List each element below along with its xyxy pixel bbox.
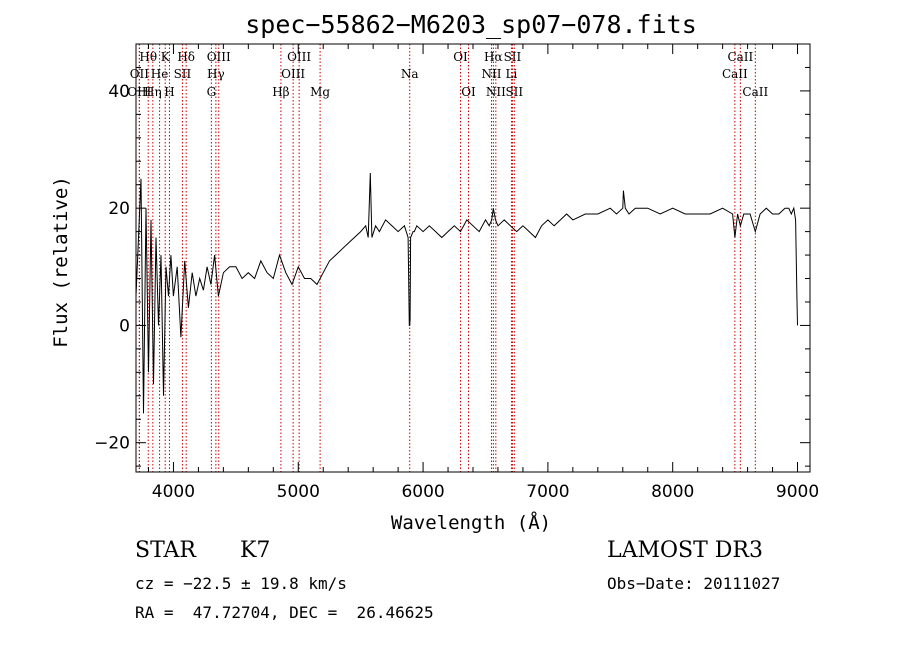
spectral-line-label: Hα	[484, 50, 503, 64]
spectral-line-label: SII	[174, 67, 192, 81]
spectral-line-label: K	[161, 50, 171, 64]
y-tick-label: −20	[94, 434, 130, 454]
spectral-line-label: Hδ	[177, 50, 195, 64]
spectral-line-label: OIII	[207, 50, 231, 64]
y-tick-label: 0	[119, 316, 130, 336]
spectral-line-label: Hη	[144, 85, 162, 99]
spectral-line-label: SII	[504, 50, 522, 64]
observation-date: Obs−Date: 20111027	[607, 574, 781, 593]
spectral-line-label: OIII	[127, 85, 151, 99]
spectral-line-label: G	[207, 85, 217, 99]
x-tick-label: 4000	[152, 482, 195, 502]
x-tick-label: 5000	[277, 482, 320, 502]
spectral-line-label: Na	[401, 67, 419, 81]
spectrum-line	[135, 172, 798, 414]
chart-title: spec−55862−M6203_sp07−078.fits	[245, 10, 697, 39]
spectral-line-label: H	[164, 85, 174, 99]
spectral-line-label: NII	[486, 85, 506, 99]
spectral-line-label: He	[151, 67, 169, 81]
x-tick-label: 8000	[651, 482, 694, 502]
y-tick-label: 40	[108, 82, 130, 102]
spectral-line-label: OI	[461, 85, 476, 99]
spectral-line-label: OII	[130, 67, 150, 81]
spectral-line-label: Hθ	[139, 50, 157, 64]
spectral-line-label: OI	[453, 50, 468, 64]
x-axis-ticks: 4000 5000 6000 7000 8000 9000	[147, 44, 819, 502]
spectral-line-label: CaII	[722, 67, 748, 81]
y-axis-label: Flux (relative)	[50, 176, 72, 348]
plot-frame	[135, 43, 811, 473]
object-subclass: K7	[240, 538, 271, 563]
spectral-line-label: OIII	[287, 50, 311, 64]
x-axis-label: Wavelength (Å)	[391, 511, 551, 534]
y-tick-label: 20	[108, 199, 130, 219]
spectral-line-label: SII	[505, 85, 523, 99]
y-axis-ticks: −20 0 20 40	[94, 43, 810, 467]
spectral-line-markers	[138, 44, 756, 472]
spectral-line-label: Hβ	[272, 85, 289, 99]
coordinates-text: RA = 47.72704, DEC = 26.46625	[135, 603, 434, 622]
x-tick-label: 9000	[776, 482, 819, 502]
spectral-line-label: OIII	[281, 67, 305, 81]
x-tick-label: 6000	[401, 482, 444, 502]
spectral-line-label: CaII	[727, 50, 753, 64]
spectral-line-label: Hγ	[207, 67, 225, 81]
x-tick-label: 7000	[526, 482, 569, 502]
spectral-line-label: Li	[506, 67, 518, 81]
spectral-line-label: NII	[481, 67, 501, 81]
redshift-text: cz = −22.5 ± 19.8 km/s	[135, 574, 347, 593]
survey-name: LAMOST DR3	[607, 538, 763, 563]
spectral-line-label: Mg	[310, 85, 330, 99]
object-class: STAR	[135, 538, 196, 563]
spectral-line-label: CaII	[742, 85, 768, 99]
